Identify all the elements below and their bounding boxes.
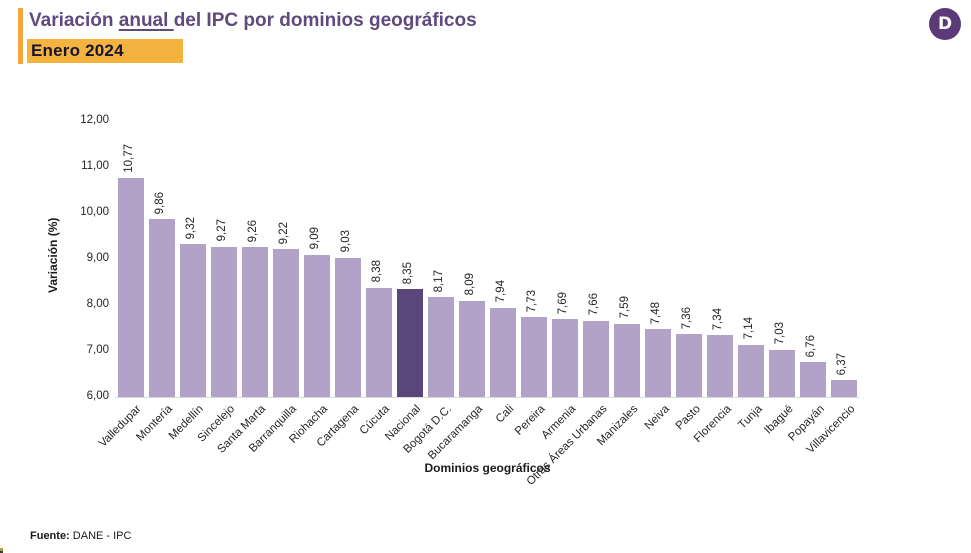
value-label-barranquilla: 9,22 xyxy=(277,221,290,244)
value-label-medellin: 9,32 xyxy=(184,216,197,240)
bar-pereira xyxy=(521,317,548,397)
bar-bogota-d-c xyxy=(427,297,454,397)
page-title: Variación anual del IPC por dominios geo… xyxy=(29,10,477,32)
bar-nacional xyxy=(396,288,423,397)
value-label-manizales: 7,59 xyxy=(619,296,632,319)
page-title-prefix: Variación xyxy=(29,10,119,31)
dane-logo-letter: D xyxy=(937,13,953,34)
x-axis-line xyxy=(115,397,860,398)
bar-florencia xyxy=(707,335,734,397)
source-note: Fuente: DANE - IPC xyxy=(30,530,131,542)
bar-manizales xyxy=(614,323,641,397)
y-tick-label: 6,00 xyxy=(86,390,109,402)
subtitle-text: Enero 2024 xyxy=(31,41,124,60)
bar-villavicencio xyxy=(831,379,858,397)
value-label-armenia: 7,69 xyxy=(557,291,570,315)
value-label-pereira: 7,73 xyxy=(526,290,539,313)
bar-cucuta xyxy=(365,287,392,397)
value-label-popayan: 6,76 xyxy=(805,334,818,358)
y-tick-label: 10,00 xyxy=(80,206,109,218)
value-label-otras-areas-urbanas: 7,66 xyxy=(588,293,601,316)
bar-otras-areas-urbanas xyxy=(583,320,610,397)
bar-barranquilla xyxy=(272,248,299,397)
bar-tunja xyxy=(738,344,765,397)
bar-popayan xyxy=(800,362,827,397)
x-tick-label-neiva: Neiva xyxy=(642,403,672,433)
value-label-ibague: 7,03 xyxy=(774,322,787,345)
value-label-cali: 7,94 xyxy=(495,280,508,303)
bar-cartagena xyxy=(334,257,361,397)
bar-santa-marta xyxy=(241,247,268,397)
x-tick-label-cali: Cali xyxy=(494,403,517,426)
bar-medellin xyxy=(179,244,206,397)
value-label-sincelejo: 9,27 xyxy=(215,219,228,242)
bar-neiva xyxy=(645,328,672,397)
value-label-bucaramanga: 8,09 xyxy=(463,273,476,296)
y-tick-label: 7,00 xyxy=(86,344,109,356)
bar-pasto xyxy=(676,334,703,397)
x-axis-title: Dominios geográficos xyxy=(424,461,551,475)
value-label-nacional: 8,35 xyxy=(401,261,414,284)
value-label-valledupar: 10,77 xyxy=(122,143,135,173)
bar-valledupar xyxy=(117,177,144,397)
bar-riohacha xyxy=(303,254,330,397)
y-tick-label: 9,00 xyxy=(86,252,109,264)
bar-monteria xyxy=(148,219,175,397)
value-label-pasto: 7,36 xyxy=(681,307,694,330)
page-title-suffix: del IPC por dominios geográficos xyxy=(173,10,477,31)
bar-sincelejo xyxy=(210,246,237,397)
x-tick-label-valledupar: Valledupar xyxy=(97,403,145,450)
y-tick-label: 12,00 xyxy=(80,114,109,126)
value-label-villavicencio: 6,37 xyxy=(836,352,849,375)
value-label-cartagena: 9,03 xyxy=(339,230,352,253)
value-label-santa-marta: 9,26 xyxy=(246,219,259,243)
value-label-florencia: 7,34 xyxy=(712,307,725,331)
bar-cali xyxy=(490,307,517,397)
value-label-cucuta: 8,38 xyxy=(370,260,383,283)
x-tick-label-tunja: Tunja xyxy=(736,403,765,432)
y-tick-label: 11,00 xyxy=(81,160,109,172)
value-label-riohacha: 9,09 xyxy=(308,227,321,250)
bar-armenia xyxy=(552,319,579,397)
y-tick-label: 8,00 xyxy=(86,298,109,310)
x-tick-label-pasto: Pasto xyxy=(673,403,703,433)
value-label-neiva: 7,48 xyxy=(650,301,663,324)
title-accent-bar xyxy=(18,8,23,64)
source-value: DANE - IPC xyxy=(69,530,132,542)
corner-mark xyxy=(0,548,3,553)
page-title-underlined: anual xyxy=(118,10,174,31)
subtitle-highlight: Enero 2024 xyxy=(27,39,183,63)
value-label-tunja: 7,14 xyxy=(743,317,756,340)
value-label-monteria: 9,86 xyxy=(153,192,166,215)
source-label: Fuente: xyxy=(30,530,70,542)
value-label-bogota-d-c: 8,17 xyxy=(432,269,445,293)
bar-bucaramanga xyxy=(458,300,485,397)
bar-ibague xyxy=(769,349,796,397)
dane-logo-icon: D xyxy=(929,8,961,40)
